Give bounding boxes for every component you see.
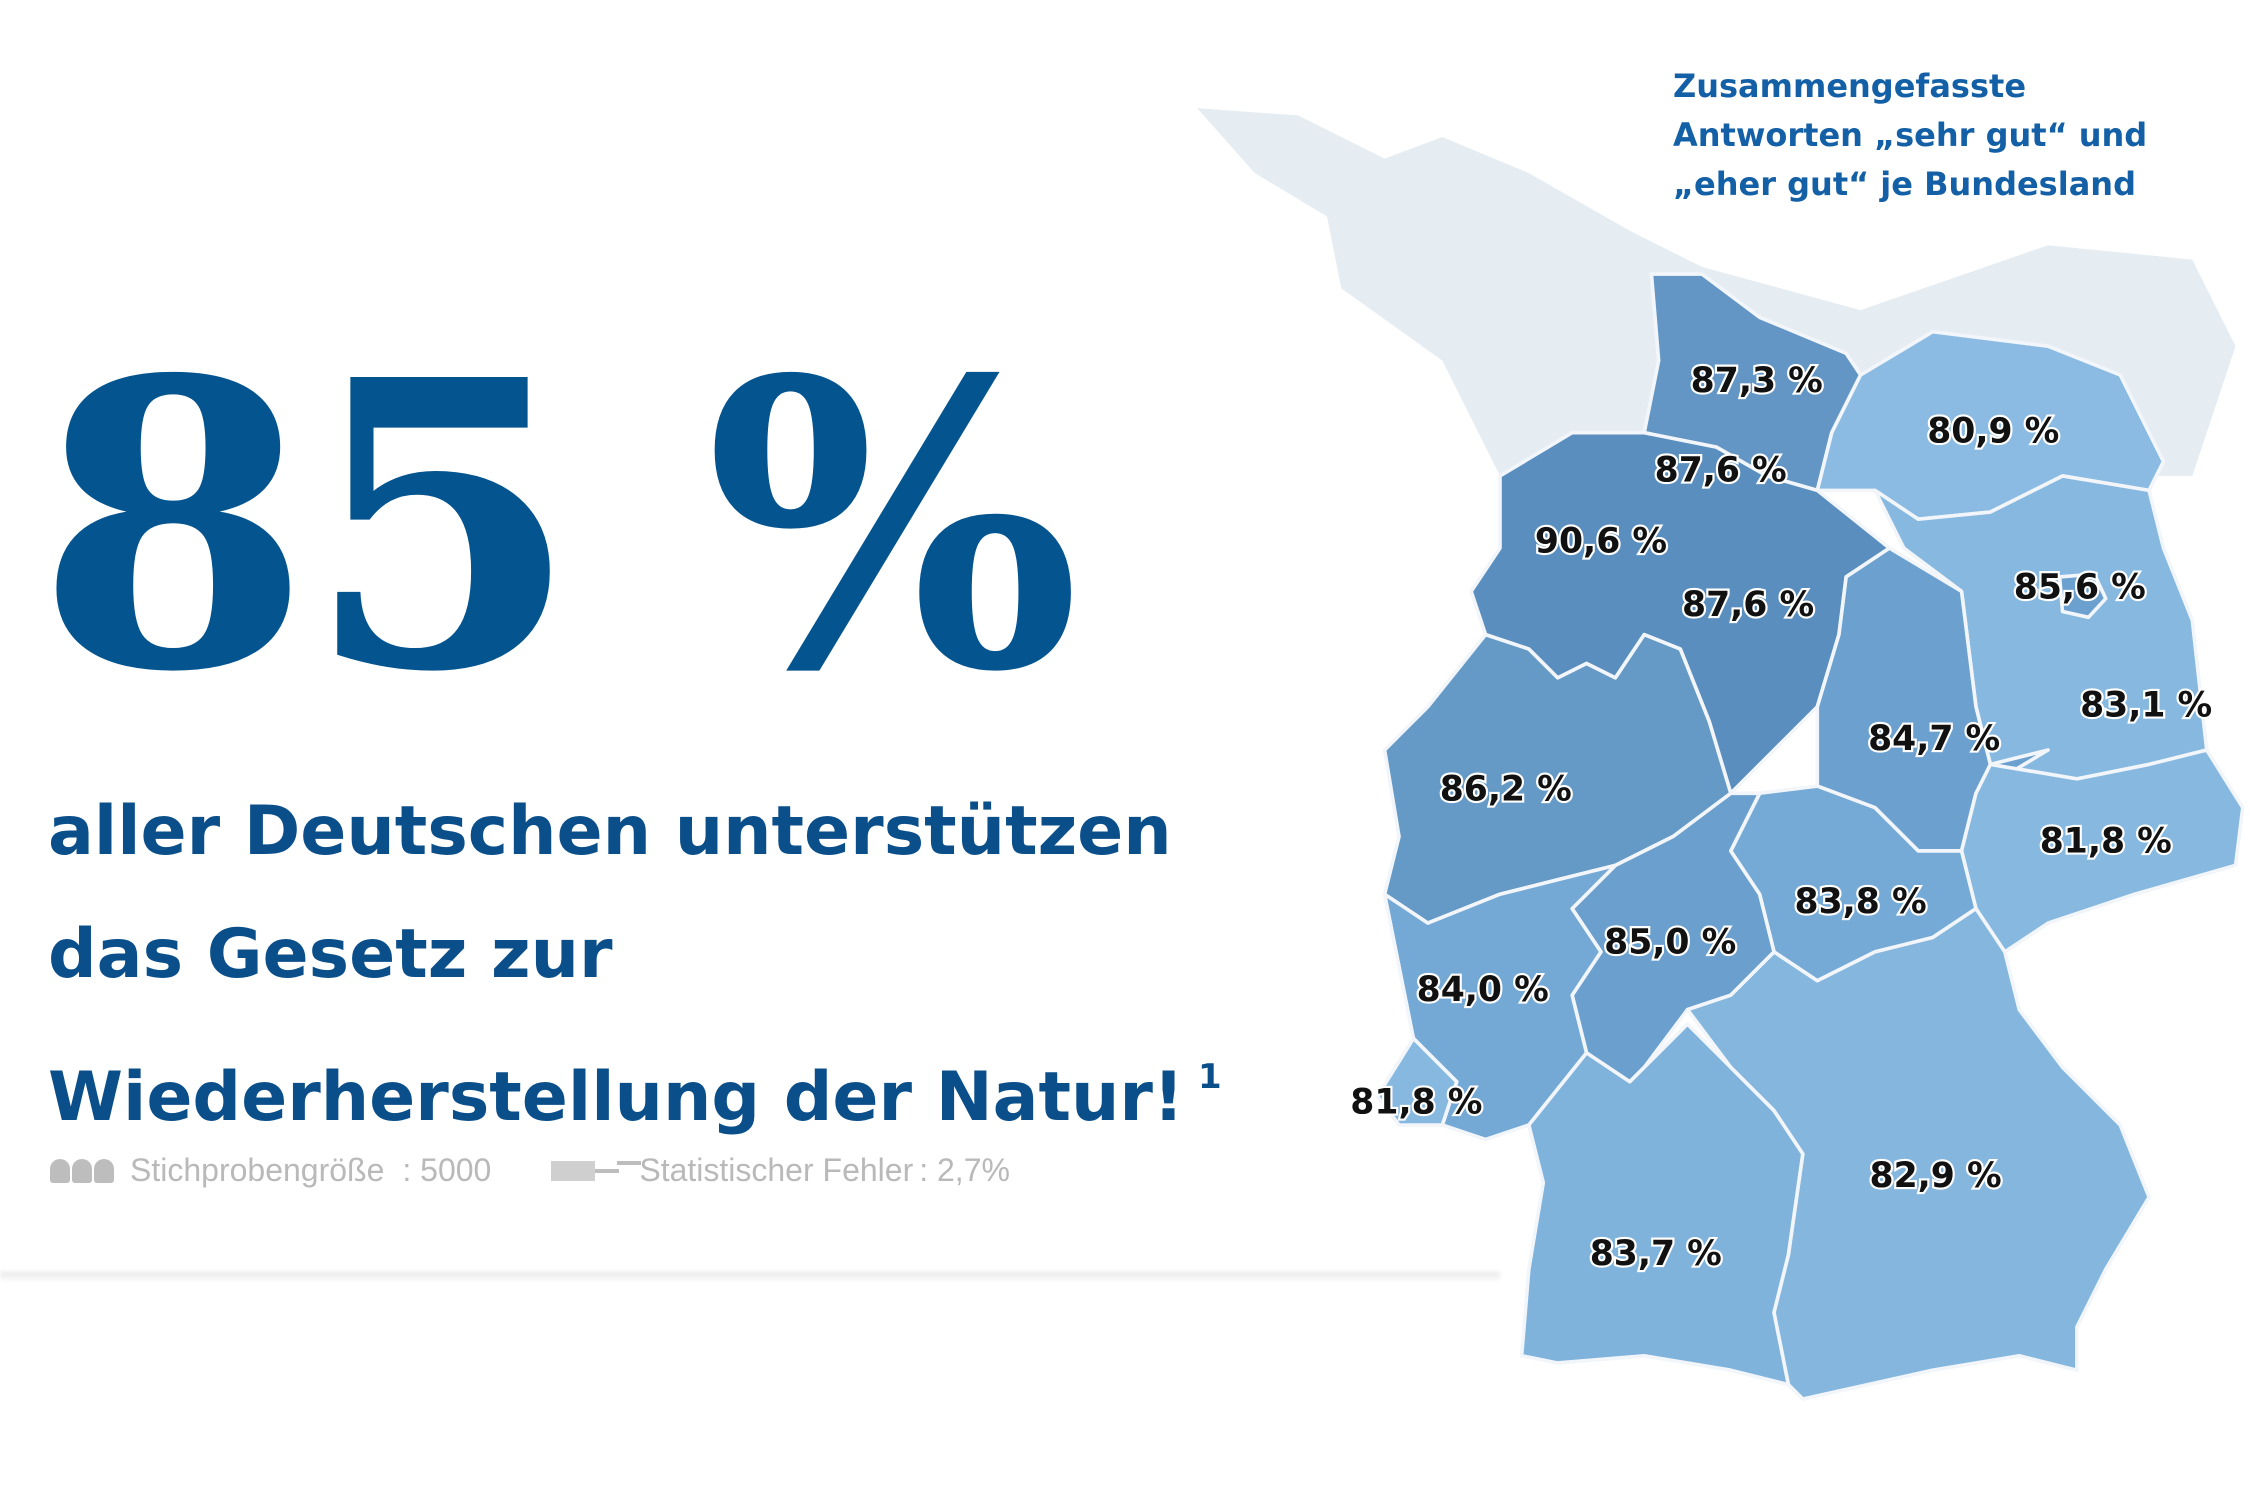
- region-berlin: [2057, 572, 2108, 620]
- region-saarland: [1375, 1036, 1459, 1127]
- map-title-line: Zusammengefasste: [1673, 67, 2027, 105]
- error-bar-icon: [551, 1160, 621, 1181]
- headline-line: das Gesetz zur: [48, 915, 613, 994]
- people-icon: [50, 1158, 114, 1183]
- value-label-baden-wuerttemberg: 83,7 %: [1590, 1234, 1722, 1274]
- value-label-brandenburg: 85,6 %: [2014, 567, 2146, 607]
- survey-stats: Stichprobengröße : 5000 Statistischer Fe…: [50, 1152, 1010, 1189]
- map-title-line: „eher gut“ je Bundesland: [1673, 165, 2136, 203]
- error-value: : 2,7%: [919, 1152, 1010, 1188]
- value-label-berlin: 83,1 %: [2080, 686, 2212, 726]
- value-label-nordrhein-westfalen: 86,2 %: [1440, 769, 1572, 809]
- big-percentage: 85 %: [36, 295, 1081, 759]
- value-label-sachsen: 81,8 %: [2040, 821, 2172, 861]
- value-label-hamburg: 87,6 %: [1655, 451, 1787, 491]
- value-label-hessen: 85,0 %: [1604, 922, 1736, 962]
- sample-size-label: Stichprobengröße: [130, 1152, 385, 1188]
- divider: [0, 1272, 1500, 1282]
- error-label: Statistischer Fehler: [639, 1152, 914, 1188]
- value-label-sachsen-anhalt: 84,7 %: [1868, 719, 2000, 759]
- value-label-bremen: 90,6 %: [1535, 521, 1667, 561]
- headline-line-last: Wiederherstellung der Natur! 1: [48, 1016, 1222, 1159]
- headline-line: aller Deutschen unterstützen: [48, 792, 1172, 871]
- value-label-schleswig-holstein: 87,3 %: [1691, 361, 1823, 401]
- map-title-line: Antworten „sehr gut“ und: [1673, 116, 2148, 154]
- map-title: Zusammengefasste Antworten „sehr gut“ un…: [1673, 62, 2147, 209]
- value-label-thueringen: 83,8 %: [1795, 882, 1927, 922]
- headline-text: aller Deutschen unterstützen das Gesetz …: [48, 770, 1222, 1159]
- sample-size-value: : 5000: [402, 1152, 492, 1188]
- region-bayern: [1685, 906, 2151, 1401]
- value-label-niedersachsen: 87,6 %: [1682, 585, 1814, 625]
- headline-line: Wiederherstellung der Natur!: [48, 1058, 1184, 1137]
- value-label-rheinland-pfalz: 84,0 %: [1417, 970, 1549, 1010]
- value-label-saarland: 81,8 %: [1350, 1082, 1482, 1122]
- value-label-mecklenburg-vorpommern: 80,9 %: [1927, 412, 2059, 452]
- footnote-marker: 1: [1197, 1057, 1222, 1097]
- value-label-bayern: 82,9 %: [1870, 1156, 2002, 1196]
